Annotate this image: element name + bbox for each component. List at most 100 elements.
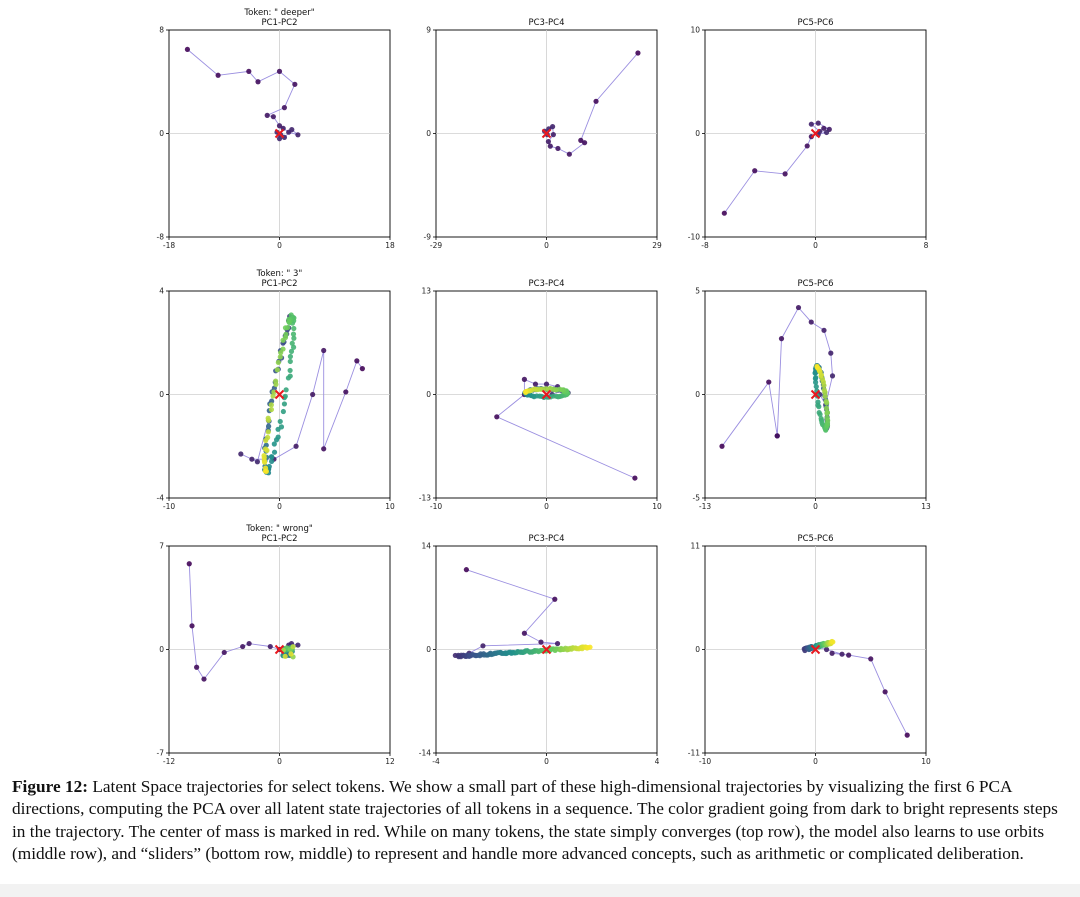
plot-data (186, 561, 301, 682)
x-tick-label: -4 (432, 757, 440, 766)
y-tick-label: -10 (688, 233, 700, 242)
trajectory-point (271, 441, 277, 447)
plot-pc1-pc2-0: -18 0 18 -8 0 8 Token: " deeper"PC1-PC2 (157, 8, 395, 250)
trajectory-point (254, 459, 260, 465)
trajectory-point (814, 363, 820, 369)
trajectory-point (290, 331, 297, 337)
trajectory-point (578, 137, 584, 143)
trajectory-point (221, 649, 227, 656)
trajectory-point (868, 656, 874, 662)
trajectory-point (278, 350, 284, 356)
trajectory-point (269, 454, 275, 460)
x-tick-label: 29 (652, 241, 662, 250)
trajectory-point (823, 129, 830, 136)
center-of-mass-marker (274, 644, 285, 655)
trajectory-point (287, 373, 293, 379)
trajectory-point (766, 379, 772, 385)
y-tick-label: 8 (159, 26, 164, 35)
trajectory-point (463, 567, 469, 573)
trajectory-point (343, 389, 349, 395)
footer-band (0, 884, 1080, 897)
y-tick-label: 0 (159, 645, 164, 654)
trajectory-point (532, 381, 539, 387)
token-label: Token: " 3" (256, 269, 303, 279)
trajectory-point (246, 640, 252, 647)
center-of-mass-marker (810, 644, 821, 655)
trajectory-point (804, 143, 810, 149)
trajectory-point (292, 81, 298, 87)
trajectory-point (846, 652, 852, 658)
trajectory-point (822, 393, 828, 399)
plot-pc3-pc4-1: -10 0 10 -13 0 13 PC3-PC4 (419, 279, 662, 511)
x-tick-label: -8 (701, 241, 709, 250)
trajectory-point (281, 105, 288, 111)
trajectory-point (277, 354, 283, 360)
trajectory-point (828, 350, 834, 356)
trajectory-point (277, 418, 283, 425)
trajectory-point (268, 402, 274, 408)
trajectory-point (359, 366, 365, 372)
trajectory-point (270, 393, 276, 399)
x-tick-label: 10 (385, 502, 395, 511)
plot-data (801, 638, 910, 738)
plot-title: PC3-PC4 (528, 18, 564, 28)
center-of-mass-marker (541, 644, 552, 655)
y-tick-label: -5 (693, 494, 701, 503)
trajectory-point (635, 50, 641, 56)
trajectory-point (295, 642, 301, 648)
trajectory-point (295, 132, 301, 138)
trajectory-point (549, 124, 556, 130)
trajectory-point (593, 98, 599, 104)
x-tick-label: 0 (544, 502, 549, 511)
y-tick-label: -13 (419, 494, 431, 503)
x-tick-label: -18 (163, 241, 175, 250)
x-tick-label: -12 (163, 757, 175, 766)
center-of-mass-marker (541, 389, 552, 400)
trajectory-point (550, 132, 556, 138)
trajectory-point (276, 123, 283, 129)
trajectory-point (816, 404, 822, 410)
x-tick-label: -29 (430, 241, 442, 250)
trajectory-point (538, 639, 544, 645)
x-tick-label: -10 (699, 757, 711, 766)
trajectory-point (290, 344, 297, 350)
center-of-mass-marker (810, 128, 821, 139)
x-tick-label: 0 (277, 241, 282, 250)
trajectory-point (543, 381, 550, 387)
plot-pc5-pc6-2: -10 0 10 -11 0 11 PC5-PC6 (688, 534, 931, 766)
trajectory-point (321, 347, 327, 354)
center-of-mass-marker (274, 389, 285, 400)
trajectory-point (752, 168, 758, 174)
x-tick-label: 0 (813, 241, 818, 250)
trajectory-point (808, 319, 814, 325)
plot-title: PC1-PC2 (261, 534, 297, 544)
trajectory-point (282, 325, 289, 331)
plot-title: PC5-PC6 (797, 279, 833, 289)
y-tick-label: 11 (690, 542, 700, 551)
trajectory-line (240, 350, 363, 463)
trajectory-point (829, 650, 835, 656)
trajectory-point (267, 643, 273, 650)
trajectory-point (823, 405, 830, 411)
plot-data (452, 567, 593, 660)
trajectory-point (264, 112, 270, 118)
trajectory-point (274, 367, 280, 373)
y-tick-label: 0 (159, 390, 164, 399)
trajectory-point (494, 414, 500, 420)
trajectory-point (813, 383, 819, 390)
x-tick-label: 0 (544, 241, 549, 250)
x-tick-label: 10 (921, 757, 931, 766)
trajectory-point (280, 125, 286, 131)
plot-pc3-pc4-0: -29 0 29 -9 0 9 PC3-PC4 (424, 18, 662, 250)
y-tick-label: -14 (419, 749, 431, 758)
trajectory-point (246, 68, 252, 74)
trajectory-point (291, 335, 297, 341)
trajectory-point (632, 475, 638, 481)
trajectory-point (290, 644, 296, 650)
y-tick-label: 0 (695, 645, 700, 654)
y-tick-label: -8 (157, 233, 165, 242)
trajectory-point (261, 459, 268, 465)
x-tick-label: 13 (921, 502, 931, 511)
y-tick-label: 5 (695, 287, 700, 296)
